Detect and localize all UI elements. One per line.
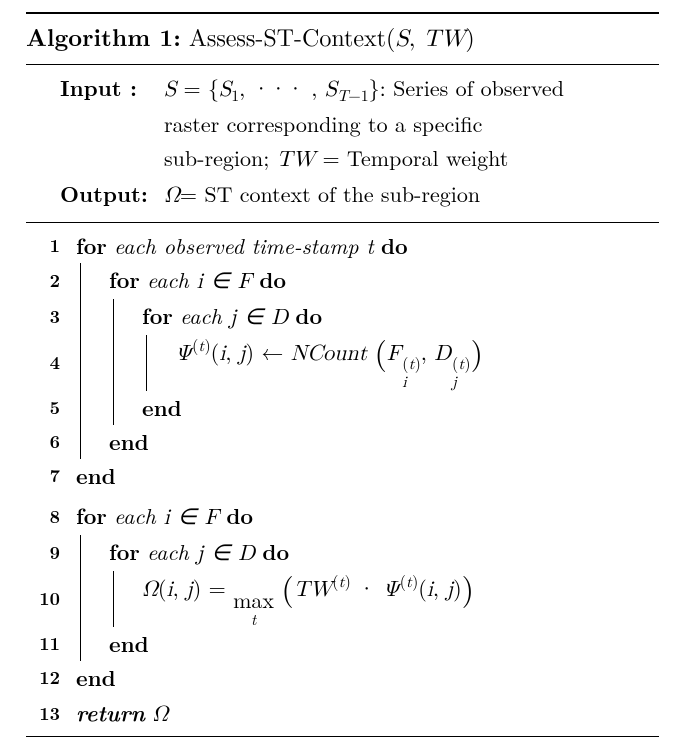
line-content: for each j ∈ D do [140,299,659,335]
lineno: 13 [26,700,74,728]
lineno: 3 [26,303,74,331]
kw-end: end [76,460,116,491]
kw-end: end [109,426,149,457]
lineno: 10 [26,585,74,613]
kw-do: do [226,500,253,531]
code-line: 11 end [26,627,659,661]
lineno: 6 [26,428,74,456]
code-line: 9 for each j ∈ D do [26,535,659,571]
indent-bar [113,335,140,391]
line-content: for each i ∈ F do [107,263,659,299]
kw-end: end [142,392,182,423]
line-content: end [107,425,659,459]
for-cond: each j ∈ D [180,300,288,331]
kw-for: for [76,500,107,531]
line-content: end [74,459,659,493]
lineno: 1 [26,232,74,260]
indent-bar [80,425,107,459]
line-content: for each i ∈ F do [74,499,659,535]
line-content: end [107,627,659,661]
for-cond: each observed time-stamp t [114,230,374,261]
line-content: for each observed time-stamp t do [74,229,659,263]
title-prefix: Algorithm 1: [26,20,181,54]
lineno: 5 [26,394,74,422]
code-line: 12 end [26,661,659,695]
indent-bar [80,627,107,661]
code-line: 13 return Ω [26,695,659,732]
indent-bar [80,335,107,391]
code-line: 10 Ω(i, j) = maxt (TW(t) · Ψ(t)(i, j)) [26,571,659,627]
line-content: end [140,391,659,425]
indent-bar [80,299,107,335]
code-line: 1 for each observed time-stamp t do [26,229,659,263]
indent-bar [113,299,140,335]
io-block: Input : S = {S1, ··· , ST−1}: Series of … [26,65,659,221]
indent-bar [113,571,140,627]
title-args: S, TW [395,19,465,53]
lineno: 8 [26,503,74,531]
indent-bar [146,335,173,391]
output-label: Output: [60,177,164,211]
code-line: 2 for each i ∈ F do [26,263,659,299]
lineno: 12 [26,664,74,692]
assignment-psi: Ψ(t)(i, j) ← NCount (F(t)i, D(t)j) [173,335,659,391]
output-row: Output: Ω= ST context of the sub-region [26,177,659,213]
kw-end: end [76,662,116,693]
line-content: for each j ∈ D do [107,535,659,571]
title-name: Assess-ST-Context( [189,19,395,53]
kw-end: end [109,628,149,659]
kw-do: do [259,264,286,295]
code-line: 8 for each i ∈ F do [26,499,659,535]
assignment-omega: Ω(i, j) = maxt (TW(t) · Ψ(t)(i, j)) [140,571,659,627]
input-label: Input : [60,71,164,105]
lineno: 4 [26,349,74,377]
return-val: Ω [152,697,168,728]
input-line-1: S = {S1, ··· , ST−1}: Series of observed [164,71,659,107]
kw-do: do [381,230,408,261]
line-content: return Ω [74,695,659,732]
bottom-rule [26,736,659,737]
kw-do: do [295,300,322,331]
lineno: 2 [26,267,74,295]
output-text: Ω= ST context of the sub-region [164,177,659,213]
indent-bar [80,535,107,571]
indent-bar [80,391,107,425]
for-cond: each i ∈ F [147,264,252,295]
title-suffix: ) [465,19,474,53]
lineno: 11 [26,630,74,658]
input-line-3: sub-region; TW = Temporal weight [164,141,659,177]
code-line: 4 Ψ(t)(i, j) ← NCount (F(t)i, D(t)j) [26,335,659,391]
code-line: 7 end [26,459,659,493]
lineno: 7 [26,462,74,490]
kw-for: for [109,536,140,567]
lineno: 9 [26,539,74,567]
for-cond: each j ∈ D [147,536,255,567]
for-cond: each i ∈ F [114,500,219,531]
kw-return: return [76,696,145,728]
kw-for: for [76,230,107,261]
code-line: 5 end [26,391,659,425]
algorithm-box: Algorithm 1: Assess-ST-Context(S, TW) In… [0,0,685,755]
kw-for: for [142,300,173,331]
kw-for: for [109,264,140,295]
indent-bar [113,391,140,425]
input-text: S = {S1, ··· , ST−1}: Series of observed… [164,71,659,177]
indent-bar [80,263,107,299]
code-line: 6 end [26,425,659,459]
input-line-2: raster corresponding to a specific [164,107,659,141]
indent-bar [80,571,107,627]
algorithm-title: Algorithm 1: Assess-ST-Context(S, TW) [26,14,659,64]
input-row: Input : S = {S1, ··· , ST−1}: Series of … [26,71,659,177]
code-line: 3 for each j ∈ D do [26,299,659,335]
kw-do: do [262,536,289,567]
line-content: end [74,661,659,695]
